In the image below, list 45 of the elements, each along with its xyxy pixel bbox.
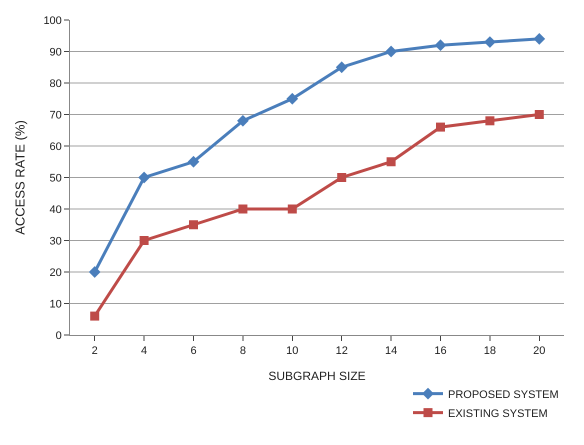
point: [288, 204, 297, 214]
point: [337, 173, 346, 182]
point: [484, 36, 496, 48]
point: [534, 110, 544, 119]
point: [88, 266, 101, 278]
point: [138, 172, 150, 184]
y-tick-label: 100: [43, 14, 62, 27]
x-tick-label: 12: [336, 345, 348, 358]
x-axis-title: SUBGRAPH SIZE: [268, 369, 366, 384]
x-tick-label: 8: [240, 345, 246, 358]
point: [385, 46, 397, 58]
x-tick-label: 20: [533, 345, 546, 358]
point: [188, 156, 200, 168]
y-tick-label: 10: [50, 298, 62, 310]
y-tick-label: 90: [50, 46, 62, 58]
point: [140, 236, 149, 245]
x-tick-label: 10: [286, 345, 298, 358]
x-tick-label: 6: [190, 345, 197, 358]
y-tick-label: 60: [50, 140, 62, 153]
legend-label: PROPOSED SYSTEM: [448, 388, 559, 401]
point: [237, 114, 249, 127]
y-tick-label: 50: [50, 172, 62, 184]
point: [434, 39, 446, 52]
legend-label: EXISTING SYSTEM: [448, 408, 548, 420]
y-tick-label: 0: [56, 330, 62, 342]
point: [533, 33, 546, 45]
y-tick-label: 40: [50, 204, 62, 216]
point: [90, 312, 100, 321]
point: [336, 61, 348, 74]
point: [485, 116, 494, 126]
y-axis-title: ACCESS RATE (%): [12, 120, 28, 235]
y-tick-label: 30: [50, 235, 62, 248]
y-tick-label: 70: [50, 109, 62, 122]
point: [189, 220, 198, 230]
point: [286, 92, 298, 105]
x-tick-label: 2: [92, 345, 98, 358]
x-tick-label: 14: [384, 345, 398, 358]
y-tick-label: 20: [50, 266, 62, 279]
point: [238, 204, 248, 214]
x-tick-label: 18: [484, 345, 496, 358]
x-tick-label: 16: [434, 345, 447, 358]
x-tick-label: 4: [141, 345, 148, 358]
y-tick-label: 80: [50, 78, 62, 90]
point: [386, 157, 396, 166]
point: [436, 122, 445, 132]
